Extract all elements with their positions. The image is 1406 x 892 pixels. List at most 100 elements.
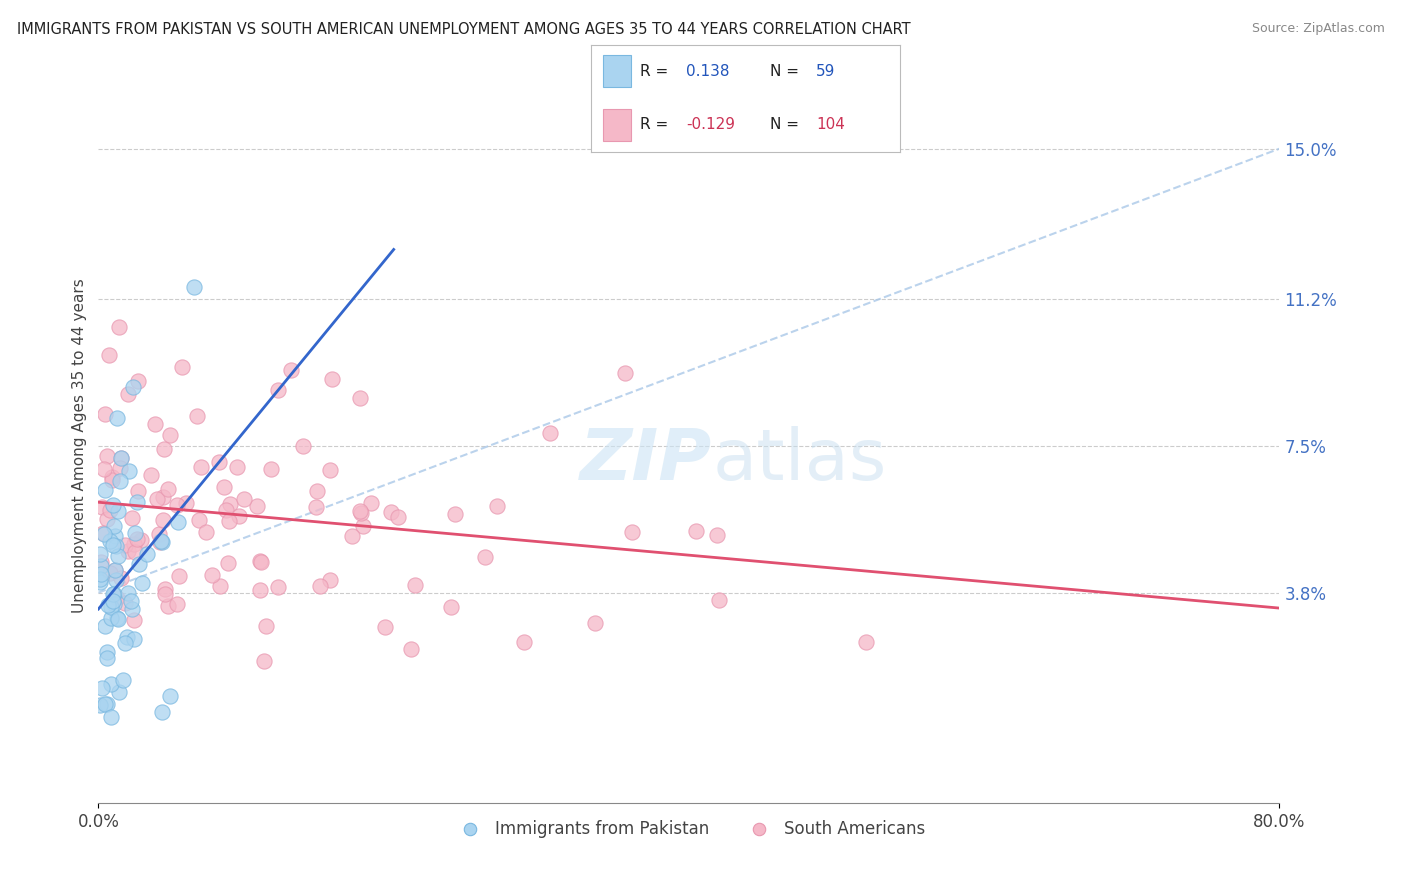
Point [110,461,132,475]
Point [208,579,231,593]
Text: 104: 104 [817,118,845,132]
Point [117,544,139,558]
Point [250,555,273,569]
Point [114,597,136,611]
Point [153,442,176,456]
Point [157,482,180,496]
Point [349,506,371,520]
Y-axis label: Unemployment Among Ages 35 to 44 years: Unemployment Among Ages 35 to 44 years [72,278,87,614]
Point [121,510,143,524]
Point [105,611,128,625]
Point [120,593,142,607]
Point [187,513,209,527]
Point [443,507,465,521]
Text: Source: ZipAtlas.com: Source: ZipAtlas.com [1251,22,1385,36]
Point [110,451,132,466]
Point [103,519,125,533]
Point [374,620,396,634]
Point [96,645,118,659]
Point [538,426,561,441]
Text: atlas: atlas [713,425,887,495]
Point [159,428,181,442]
Point [125,532,148,546]
Point [122,537,145,551]
Point [101,587,124,601]
Bar [603,109,631,141]
Point [150,705,173,719]
Point [101,470,124,484]
Point [201,567,224,582]
Point [219,497,242,511]
Bar [603,55,631,87]
Point [228,508,250,523]
Point [124,545,146,559]
Point [150,533,173,548]
Point [96,512,118,526]
Point [101,538,124,552]
Point [98,503,121,517]
Point [280,363,302,377]
Point [249,554,271,568]
Point [104,563,127,577]
Point [260,462,283,476]
Point [305,484,328,499]
Text: N =: N = [770,64,799,78]
Text: N =: N = [770,118,799,132]
Point [97,598,120,612]
Point [90,559,112,574]
Point [103,597,125,611]
Point [146,491,169,506]
Point [135,548,157,562]
Point [486,500,509,514]
Point [404,578,426,592]
Point [94,619,117,633]
Point [104,539,127,553]
Point [195,525,218,540]
Text: 0.138: 0.138 [686,64,730,78]
Point [190,459,212,474]
Point [93,483,115,498]
Point [321,371,343,385]
Point [124,613,146,627]
Point [340,529,363,543]
Point [127,495,149,509]
Point [110,450,132,465]
Point [267,383,290,397]
Point [167,569,190,583]
Point [105,411,128,425]
Point [380,504,402,518]
Point [93,462,115,476]
Point [153,582,176,596]
Point [148,527,170,541]
Point [91,525,114,540]
Point [352,519,374,533]
Point [149,535,172,549]
Point [89,698,111,713]
Point [150,535,173,549]
Point [707,593,730,607]
Point [105,573,128,587]
Point [218,514,240,528]
Point [121,602,143,616]
Point [100,599,122,614]
Point [114,538,136,552]
Point [98,533,121,548]
Point [349,504,371,518]
Point [108,474,131,488]
Point [253,655,276,669]
Point [93,407,115,421]
Point [94,697,117,711]
Point [166,499,188,513]
Point [104,529,127,543]
Point [100,677,122,691]
Point [107,549,129,564]
Point [474,549,496,564]
Point [96,697,118,711]
Point [319,463,342,477]
Point [141,468,163,483]
Point [614,366,637,380]
Point [107,320,129,334]
Point [117,464,139,478]
Point [90,555,112,569]
Point [152,513,174,527]
